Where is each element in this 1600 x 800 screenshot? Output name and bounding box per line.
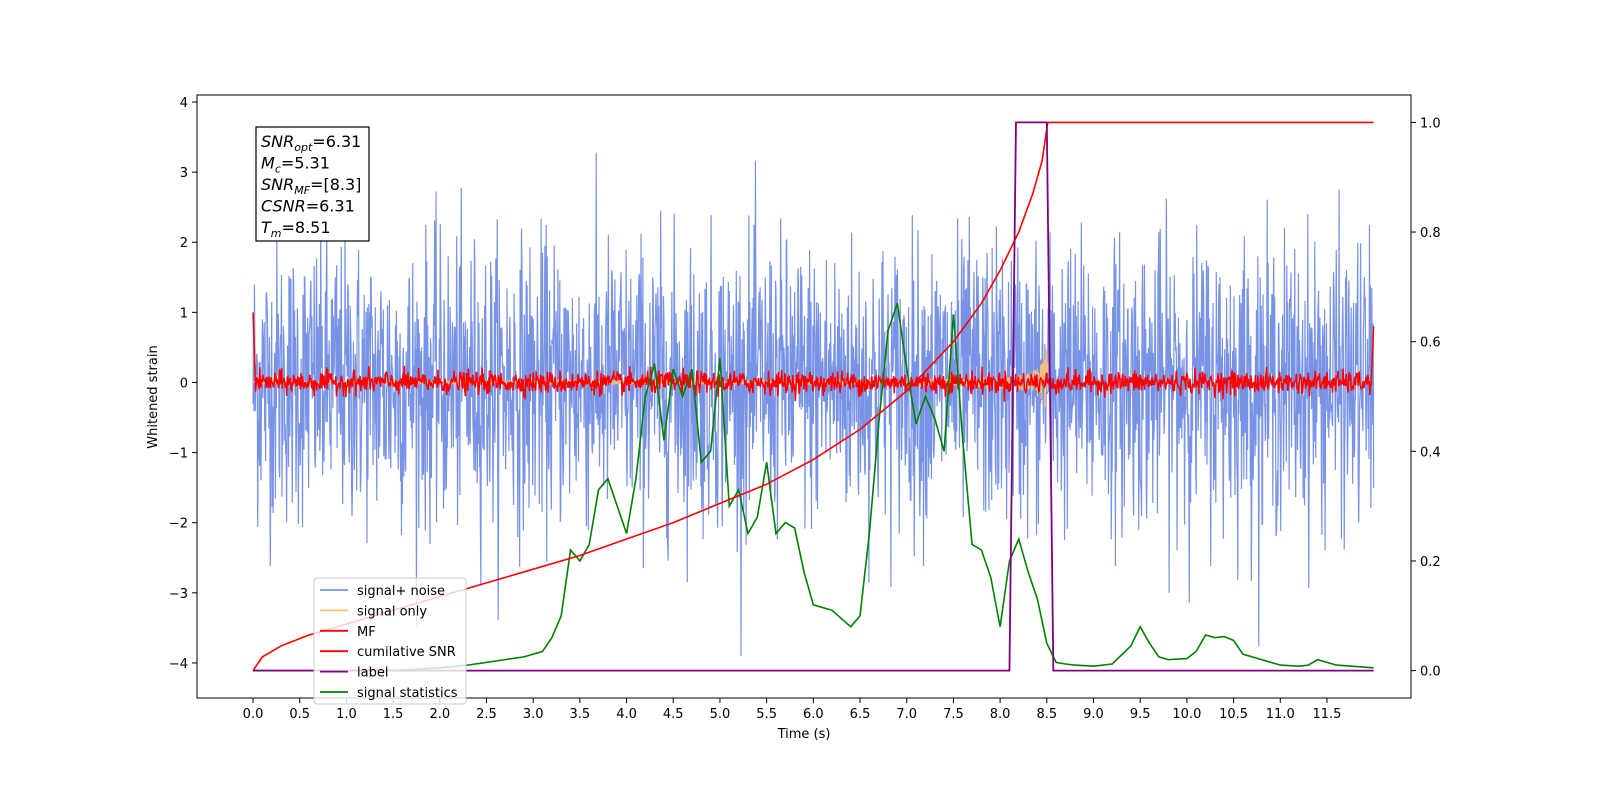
y-left-tick-label: 4 xyxy=(180,96,188,111)
info-symbol: T xyxy=(261,218,272,237)
x-tick-label: 7.0 xyxy=(896,707,917,722)
series-signal-statistics xyxy=(253,303,1374,672)
x-tick-label: 4.0 xyxy=(616,707,637,722)
info-line: Tm=8.51 xyxy=(261,218,331,240)
info-subscript: MF xyxy=(294,184,310,197)
legend-entry: signal only xyxy=(357,604,427,619)
x-axis-label: Time (s) xyxy=(777,727,831,742)
legend-entry: signal statistics xyxy=(357,686,458,701)
y-left-tick-label: 2 xyxy=(180,236,188,251)
x-tick-label: 5.5 xyxy=(756,707,777,722)
series-signal-noise xyxy=(252,152,1375,656)
x-tick-label: 10.0 xyxy=(1172,707,1201,722)
series-label xyxy=(253,121,1374,672)
x-tick-label: 3.0 xyxy=(523,707,544,722)
x-tick-label: 1.5 xyxy=(383,707,404,722)
info-symbol: M xyxy=(261,154,275,173)
x-tick-label: 5.0 xyxy=(710,707,731,722)
info-subscript: m xyxy=(271,227,282,240)
y-axis-left: 4 3 2 1 0 −1 −2 −3 −4 xyxy=(169,96,197,672)
info-box: SNRopt=6.31Mc=5.31SNRMF=[8.3]CSNR=6.31Tm… xyxy=(255,126,370,242)
y-left-tick-label: −3 xyxy=(169,587,188,602)
x-tick-label: 2.0 xyxy=(429,707,450,722)
y-left-tick-label: −2 xyxy=(169,517,188,532)
x-tick-label: 0.0 xyxy=(243,707,264,722)
info-symbol: SNR xyxy=(261,175,294,194)
legend-entry: label xyxy=(357,666,388,681)
info-value: =6.31 xyxy=(306,197,355,216)
x-tick-label: 11.0 xyxy=(1266,707,1295,722)
x-tick-label: 9.5 xyxy=(1130,707,1151,722)
info-subscript: c xyxy=(275,163,281,176)
x-tick-label: 8.5 xyxy=(1036,707,1057,722)
info-subscript: opt xyxy=(294,141,313,154)
y-right-tick-label: 0.2 xyxy=(1420,555,1441,570)
legend-entry: cumilative SNR xyxy=(357,645,456,660)
legend-frame xyxy=(313,577,467,705)
x-tick-label: 2.5 xyxy=(476,707,497,722)
info-box-frame xyxy=(255,126,370,242)
y-left-tick-label: −4 xyxy=(169,657,188,672)
x-tick-label: 9.0 xyxy=(1083,707,1104,722)
x-tick-label: 11.5 xyxy=(1312,707,1341,722)
y-axis-right: 1.0 0.8 0.6 0.4 0.2 0.0 xyxy=(1411,116,1441,680)
y-right-tick-label: 0.4 xyxy=(1420,445,1441,460)
x-tick-label: 0.5 xyxy=(289,707,310,722)
x-tick-label: 10.5 xyxy=(1219,707,1248,722)
y-left-tick-label: 1 xyxy=(180,306,188,321)
legend: signal+ noise signal only MF cumilative SNR… xyxy=(313,577,467,705)
legend-entry: signal+ noise xyxy=(357,584,445,599)
info-symbol: CSNR xyxy=(261,197,306,216)
x-tick-label: 3.5 xyxy=(570,707,591,722)
plot-frame xyxy=(196,94,1412,699)
x-axis: 0.0 0.5 1.0 1.5 2.0 2.5 3.0 3.5 4.0 4.5 5.0 5.5 6.0 6… xyxy=(243,698,1341,722)
series-mf xyxy=(252,312,1375,402)
x-tick-label: 1.0 xyxy=(336,707,357,722)
info-line: SNRMF=[8.3] xyxy=(261,175,361,197)
y-right-tick-label: 0.6 xyxy=(1420,336,1441,351)
y-axis-label-left: Whitened strain xyxy=(146,345,161,448)
info-line: CSNR=6.31 xyxy=(261,197,355,216)
x-tick-label: 4.5 xyxy=(663,707,684,722)
info-value: =5.31 xyxy=(281,154,330,173)
info-symbol: SNR xyxy=(261,132,294,151)
legend-entry: MF xyxy=(357,625,376,640)
info-line: SNRopt=6.31 xyxy=(261,132,361,154)
x-tick-label: 7.5 xyxy=(943,707,964,722)
y-left-tick-label: 0 xyxy=(180,376,188,391)
y-left-tick-label: 3 xyxy=(180,166,188,181)
x-tick-label: 6.5 xyxy=(850,707,871,722)
x-tick-label: 8.0 xyxy=(990,707,1011,722)
info-value: =6.31 xyxy=(312,132,361,151)
info-value: =8.51 xyxy=(282,218,331,237)
info-line: Mc=5.31 xyxy=(261,154,330,176)
y-right-tick-label: 0.0 xyxy=(1420,665,1441,680)
y-left-tick-label: −1 xyxy=(169,447,188,462)
y-right-tick-label: 1.0 xyxy=(1420,116,1441,131)
info-value: =[8.3] xyxy=(310,175,361,194)
x-tick-label: 6.0 xyxy=(803,707,824,722)
y-right-tick-label: 0.8 xyxy=(1420,226,1441,241)
